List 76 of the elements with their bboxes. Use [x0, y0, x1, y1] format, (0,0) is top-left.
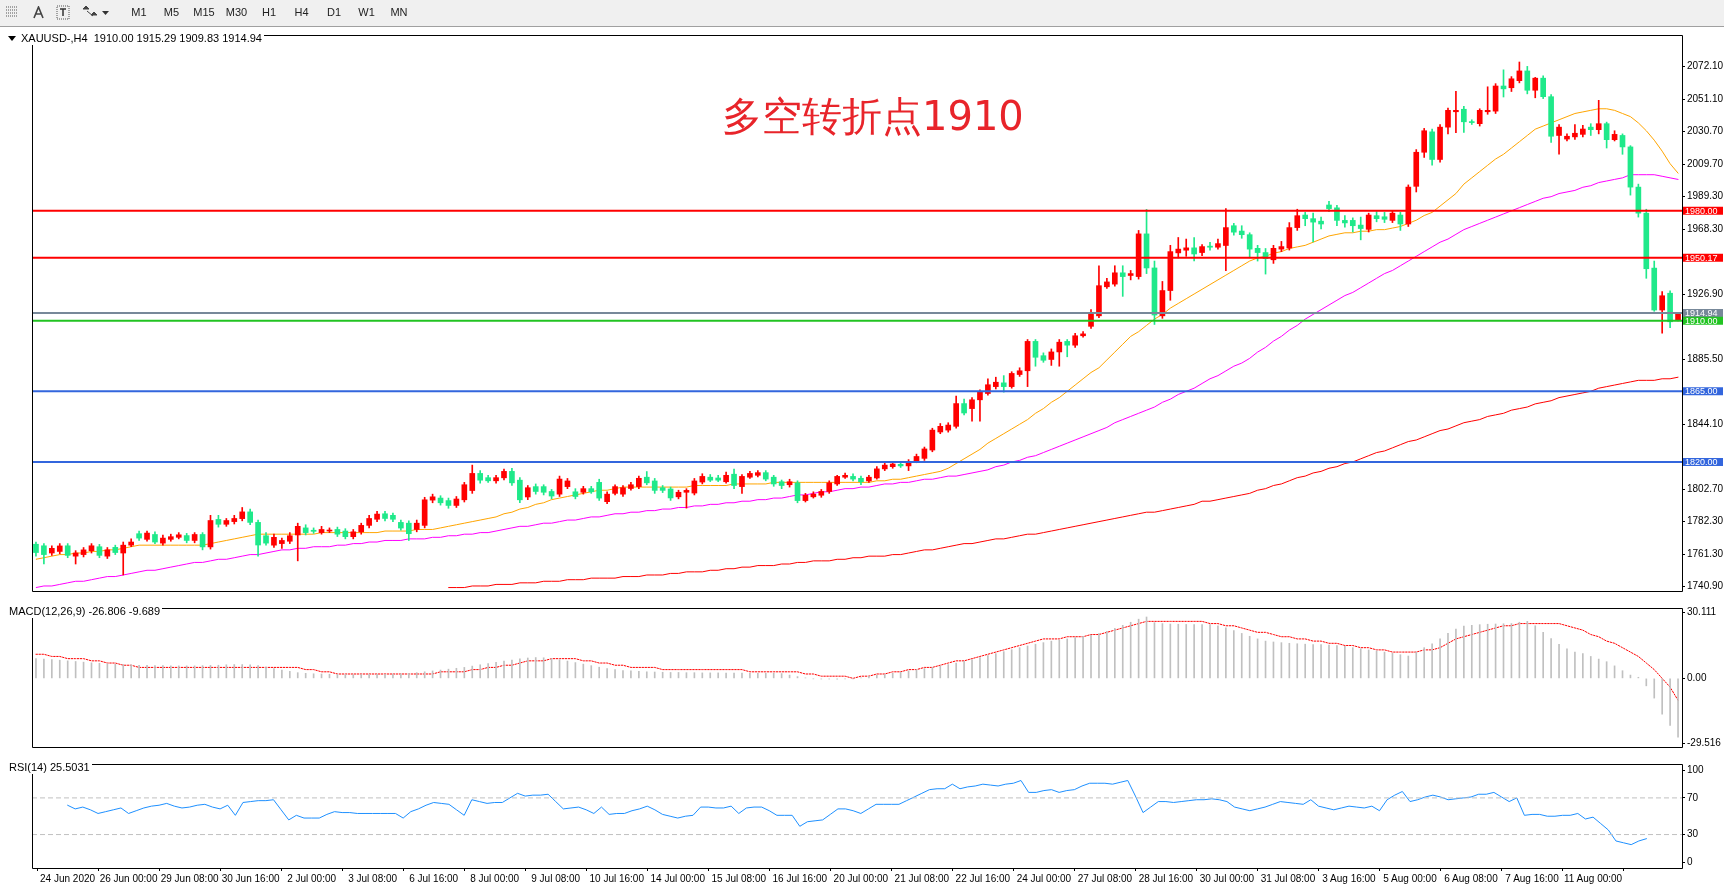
x-tick-label: 29 Jun 08:00: [160, 872, 219, 884]
y-tick-label: 30: [1687, 828, 1699, 840]
ref-line-label: 1980.00: [1685, 205, 1718, 216]
x-tick-label: 28 Jul 16:00: [1138, 872, 1194, 884]
y-tick-label: 1802.70: [1687, 482, 1724, 494]
x-tick-label: 22 Jul 16:00: [955, 872, 1011, 884]
x-tick-label: 6 Aug 08:00: [1444, 872, 1499, 884]
x-tick-label: 9 Jul 08:00: [531, 872, 581, 884]
x-tick-label: 31 Jul 08:00: [1260, 872, 1316, 884]
y-tick-label: 1885.50: [1687, 352, 1724, 364]
y-tick-label: 0: [1687, 855, 1693, 867]
x-tick-label: 5 Aug 00:00: [1383, 872, 1438, 884]
text: D1: [325, 6, 343, 18]
x-tick-label: 3 Jul 08:00: [348, 872, 398, 884]
chart-title: XAUUSD-,H4 1910.00 1915.29 1909.83 1914.94: [19, 32, 264, 45]
x-tick-label: 20 Jul 00:00: [833, 872, 889, 884]
y-tick-label: 2072.10: [1687, 59, 1724, 71]
x-tick-label: 24 Jun 2020: [40, 872, 96, 884]
y-tick-label: 1968.30: [1687, 222, 1724, 234]
x-tick-label: 30 Jul 00:00: [1199, 872, 1255, 884]
x-tick-label: 7 Aug 16:00: [1505, 872, 1560, 884]
x-tick-label: 16 Jul 16:00: [772, 872, 828, 884]
y-tick-label: 1782.30: [1687, 514, 1724, 526]
ref-line-label: 1820.00: [1685, 456, 1718, 467]
y-tick-label: 2030.70: [1687, 124, 1724, 136]
y-tick-label: 100: [1687, 764, 1705, 776]
line-series: [35, 620, 1679, 701]
text: M30: [224, 6, 249, 18]
y-tick-label: 1740.90: [1687, 579, 1724, 591]
ref-line-label: 1914.94: [1685, 307, 1718, 318]
candlestick: [294, 522, 301, 562]
x-tick-label: 27 Jul 08:00: [1077, 872, 1133, 884]
ref-line-label: 1865.00: [1685, 386, 1718, 397]
y-tick-label: 1844.10: [1687, 417, 1724, 429]
x-tick-label: 6 Jul 16:00: [409, 872, 459, 884]
chart-title: RSI(14) 25.5031: [7, 761, 92, 774]
x-tick-label: 8 Jul 00:00: [470, 872, 520, 884]
candlestick: [1453, 91, 1459, 133]
candlestick: [1342, 215, 1348, 228]
x-tick-label: 11 Aug 00:00: [1563, 872, 1623, 884]
candlestick: [1357, 216, 1364, 241]
text: M1: [130, 6, 148, 18]
x-tick-label: 10 Jul 16:00: [589, 872, 645, 884]
ref-line-label: 1910.00: [1685, 315, 1718, 326]
y-tick-label: 1926.90: [1687, 287, 1724, 299]
candlestick: [1587, 123, 1594, 136]
y-tick-label: 2009.70: [1687, 157, 1724, 169]
text: M15: [192, 6, 216, 18]
text: W1: [357, 6, 376, 18]
text: M5: [162, 6, 181, 18]
x-tick-label: 3 Aug 16:00: [1322, 872, 1377, 884]
x-tick-label: 2 Jul 00:00: [287, 872, 337, 884]
candlestick: [1572, 124, 1578, 140]
annotation: 多空转折点1910: [722, 92, 1024, 141]
text: H1: [260, 6, 278, 18]
text: H4: [293, 6, 310, 18]
candlestick: [1119, 265, 1126, 297]
y-tick-label: 1989.30: [1687, 189, 1724, 201]
y-tick-label: 1761.30: [1687, 547, 1724, 559]
y-tick-label: 2051.10: [1687, 92, 1724, 104]
x-tick-label: 24 Jul 00:00: [1016, 872, 1072, 884]
x-tick-label: 26 Jun 00:00: [99, 872, 158, 884]
x-tick-label: 30 Jun 16:00: [221, 872, 280, 884]
text: MN: [389, 6, 409, 18]
chart-title: MACD(12,26,9) -26.806 -9.689: [7, 605, 163, 618]
candlestick: [1310, 212, 1316, 243]
y-tick-label: 70: [1687, 791, 1699, 803]
y-tick-label: 0.00: [1687, 672, 1707, 684]
candlestick: [1595, 99, 1602, 135]
ref-line-label: 1950.17: [1685, 252, 1718, 263]
candlestick: [1238, 225, 1245, 239]
x-tick-label: 15 Jul 08:00: [711, 872, 767, 884]
y-tick-label: -29.516: [1687, 736, 1722, 748]
y-tick-label: 30.111: [1687, 606, 1717, 618]
x-tick-label: 21 Jul 08:00: [894, 872, 950, 884]
x-tick-label: 14 Jul 00:00: [650, 872, 706, 884]
